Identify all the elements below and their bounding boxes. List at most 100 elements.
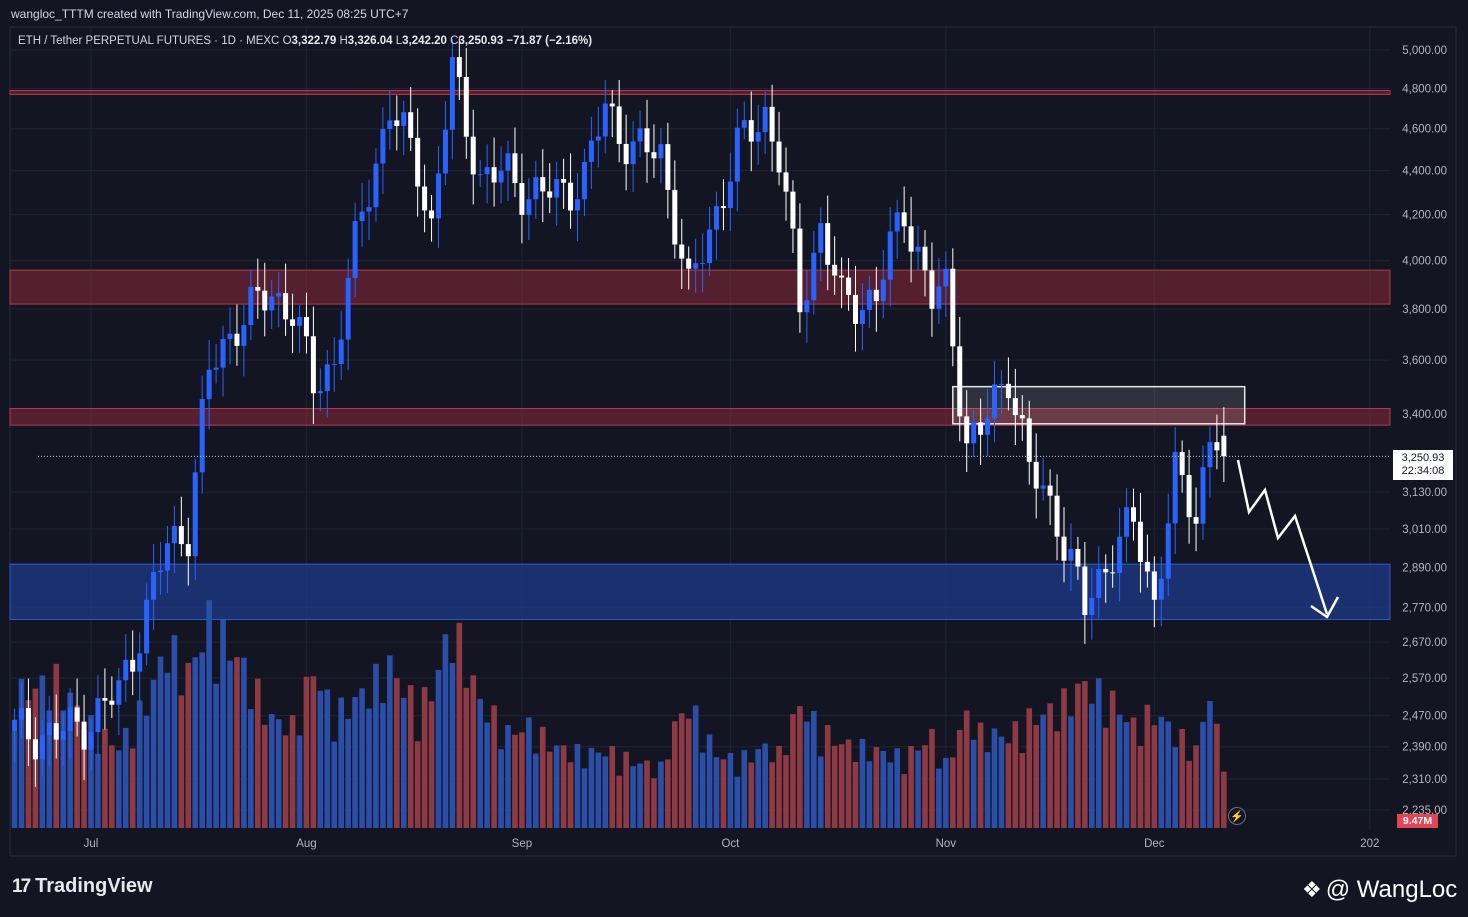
ohlc-legend[interactable]: ETH / Tether PERPETUAL FUTURES · 1D · ME… — [18, 35, 592, 47]
price-tick-label: 2,890.00 — [1402, 562, 1447, 574]
volume-bar — [428, 701, 435, 828]
volume-bar — [748, 762, 755, 828]
tradingview-brand: TradingView — [35, 875, 153, 897]
volume-bar — [275, 719, 282, 828]
candle-body — [588, 140, 594, 162]
volume-bar — [963, 710, 970, 828]
volume-bar — [539, 726, 546, 828]
volume-bar — [595, 752, 602, 828]
projection-arrow — [1236, 459, 1329, 615]
price-tick-label: 2,310.00 — [1402, 774, 1447, 786]
volume-bar — [456, 622, 463, 828]
volume-bar — [734, 776, 741, 828]
tradingview-logo[interactable]: 17 TradingView — [12, 875, 153, 898]
candle-body — [1110, 572, 1116, 574]
volume-bar — [845, 739, 852, 828]
candle-body — [1068, 548, 1074, 561]
candle-body — [303, 317, 309, 337]
volume-bar — [199, 652, 205, 828]
candle-body — [401, 112, 407, 126]
candle-body — [442, 129, 448, 174]
candle-body — [853, 294, 858, 324]
lightning-icon[interactable]: ⚡ — [1228, 807, 1246, 825]
candle-body — [1186, 475, 1192, 518]
price-axis[interactable]: 5,000.00 4,800.00 4,600.00 4,400.00 4,200.00… — [1402, 45, 1447, 817]
volume-bar — [560, 745, 567, 828]
candle-body — [269, 296, 275, 311]
volume-bar — [206, 600, 212, 828]
candle-body — [533, 177, 539, 200]
candle-body — [53, 723, 59, 740]
volume-bar — [762, 743, 768, 828]
candle-body — [366, 207, 372, 212]
volume-bar — [936, 768, 942, 828]
candle-body — [32, 739, 38, 760]
candle-body — [206, 369, 212, 400]
volume-bar — [234, 657, 240, 828]
volume-bar — [1200, 721, 1206, 828]
candle-body — [1144, 561, 1150, 572]
candle-body — [623, 143, 629, 165]
last-price-value: 3,250.93 — [1401, 452, 1445, 464]
candle-body — [755, 132, 761, 142]
candle-body — [526, 199, 532, 215]
candle-body — [1054, 495, 1060, 537]
candle-body — [519, 183, 525, 215]
volume-bar — [220, 619, 226, 828]
candle-body — [1005, 383, 1011, 399]
candle-body — [456, 57, 462, 77]
candle-body — [171, 526, 177, 544]
volume-bar — [831, 745, 838, 828]
candle-body — [1221, 435, 1227, 457]
low-value: 3,242.20 — [402, 35, 447, 47]
candle-body — [248, 286, 254, 326]
candle-body — [846, 277, 852, 295]
open-value: 3,322.79 — [291, 35, 337, 47]
price-tick-label: 2,670.00 — [1402, 637, 1447, 649]
volume-bar — [678, 713, 685, 828]
candle-body — [762, 106, 768, 133]
volume-bar — [213, 683, 219, 828]
volume-bar — [421, 687, 428, 828]
candle-body — [1172, 451, 1178, 524]
time-axis[interactable]: Jul Aug Sep Oct Nov Dec 202 — [84, 838, 1380, 850]
candle-body — [985, 418, 991, 435]
volume-bar — [150, 679, 157, 828]
author-watermark: ❖ @ WangLoc — [1302, 876, 1457, 904]
candle-body — [234, 333, 240, 346]
volume-bar — [143, 715, 150, 828]
volume-bar — [366, 708, 372, 828]
volume-bar — [171, 635, 178, 828]
volume-bar — [1165, 721, 1172, 828]
volume-bar — [185, 662, 192, 828]
volume-bar — [609, 745, 616, 828]
candle-body — [720, 206, 726, 209]
candle-body — [491, 167, 497, 183]
volume-bar — [672, 721, 678, 828]
volume-bar — [630, 766, 636, 828]
candle-body — [790, 191, 796, 229]
candle-body — [484, 167, 490, 175]
candle-body — [651, 152, 657, 159]
volume-bar — [908, 745, 914, 828]
binance-diamond-icon: ❖ — [1302, 877, 1322, 902]
volume-bar — [922, 745, 928, 828]
candle-body — [700, 263, 706, 265]
candle-body — [276, 293, 282, 297]
candle-body — [1200, 467, 1206, 524]
candle-body — [783, 172, 789, 192]
candle-body — [797, 228, 803, 313]
volume-bar — [380, 703, 386, 828]
candle-body — [1131, 507, 1136, 522]
candle-body — [707, 229, 713, 264]
volume-bar — [574, 743, 581, 828]
candle-body — [595, 136, 601, 141]
volume-bar — [1137, 745, 1144, 828]
volume-bar — [1089, 703, 1095, 828]
volume-bar — [498, 749, 504, 828]
candle-body — [894, 212, 900, 232]
volume-bar — [685, 718, 692, 828]
candle-body — [178, 526, 184, 545]
candle-body — [512, 153, 518, 184]
